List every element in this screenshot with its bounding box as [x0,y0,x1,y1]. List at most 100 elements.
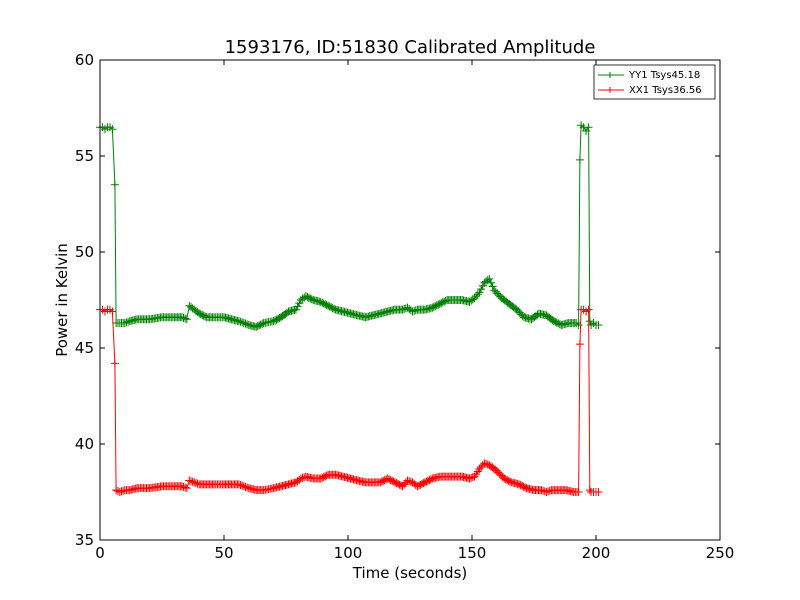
data-point-xx1-tsys36-56 [465,474,474,483]
data-point-yy1-tsys45-18 [473,290,482,299]
data-point-yy1-tsys45-18 [241,319,250,328]
data-point-xx1-tsys36-56 [405,477,414,486]
series-line-yy1-tsys45-18 [100,124,599,328]
data-point-xx1-tsys36-56 [188,477,197,486]
data-point-yy1-tsys45-18 [470,294,479,303]
data-point-yy1-tsys45-18 [295,299,304,308]
data-point-yy1-tsys45-18 [472,292,481,301]
data-point-yy1-tsys45-18 [488,282,497,291]
data-point-xx1-tsys36-56 [542,488,551,496]
data-point-xx1-tsys36-56 [477,463,486,472]
data-point-yy1-tsys45-18 [238,318,247,327]
data-point-yy1-tsys45-18 [236,317,245,326]
data-point-xx1-tsys36-56 [295,475,304,484]
data-point-xx1-tsys36-56 [585,486,594,495]
series-layer [96,121,603,496]
y-tick-label: 40 [75,435,94,453]
data-point-xx1-tsys36-56 [182,484,191,493]
data-point-xx1-tsys36-56 [467,473,476,482]
data-point-yy1-tsys45-18 [575,155,584,164]
data-point-yy1-tsys45-18 [401,304,410,313]
data-point-xx1-tsys36-56 [110,359,119,368]
data-point-yy1-tsys45-18 [181,314,190,323]
data-point-xx1-tsys36-56 [475,464,484,473]
legend-label-xx1: XX1 Tsys36.56 [629,85,702,96]
data-point-xx1-tsys36-56 [238,481,247,490]
y-tick-label: 60 [75,51,94,69]
data-point-yy1-tsys45-18 [110,180,119,189]
data-point-yy1-tsys45-18 [108,125,117,134]
data-point-xx1-tsys36-56 [186,477,195,486]
legend-marker-xx1 [607,87,613,93]
data-point-xx1-tsys36-56 [406,477,415,486]
data-point-xx1-tsys36-56 [190,478,199,487]
data-point-xx1-tsys36-56 [185,476,194,485]
legend-label-yy1: YY1 Tsys45.18 [628,70,700,81]
data-point-yy1-tsys45-18 [468,295,477,304]
data-point-xx1-tsys36-56 [117,487,126,496]
data-point-xx1-tsys36-56 [575,340,584,349]
data-point-xx1-tsys36-56 [398,482,407,491]
data-point-xx1-tsys36-56 [537,486,546,495]
legend-marker-yy1 [607,72,613,78]
series-markers-xx1-tsys36-56 [96,305,603,496]
y-tick-label: 35 [75,531,94,549]
data-point-yy1-tsys45-18 [293,302,302,311]
data-point-xx1-tsys36-56 [112,486,121,495]
data-point-xx1-tsys36-56 [234,480,243,489]
data-point-xx1-tsys36-56 [236,480,245,489]
data-point-xx1-tsys36-56 [119,486,128,495]
data-point-yy1-tsys45-18 [594,320,603,329]
y-axis: 35 40 45 50 55 60 [75,51,720,549]
data-point-yy1-tsys45-18 [177,313,186,322]
data-point-xx1-tsys36-56 [574,488,583,496]
data-point-yy1-tsys45-18 [122,318,131,327]
data-point-xx1-tsys36-56 [115,488,124,496]
data-point-yy1-tsys45-18 [120,319,129,328]
data-point-yy1-tsys45-18 [291,305,300,314]
data-point-yy1-tsys45-18 [475,288,484,297]
x-axis-label: Time (seconds) [352,564,468,582]
chart-title: 1593176, ID:51830 Calibrated Amplitude [225,37,596,58]
x-tick-label: 0 [95,544,105,562]
data-point-yy1-tsys45-18 [408,307,417,316]
data-point-xx1-tsys36-56 [108,307,117,316]
data-point-yy1-tsys45-18 [410,306,419,315]
data-point-xx1-tsys36-56 [544,487,553,496]
data-point-yy1-tsys45-18 [398,305,407,314]
series-markers-yy1-tsys45-18 [96,121,603,331]
y-tick-label: 55 [75,147,94,165]
y-tick-label: 50 [75,243,94,261]
x-tick-label: 50 [214,544,233,562]
legend-box [593,64,716,100]
y-axis-label: Power in Kelvin [53,243,71,357]
data-point-yy1-tsys45-18 [485,274,494,283]
data-point-xx1-tsys36-56 [241,482,250,491]
x-tick-label: 150 [458,544,487,562]
data-point-xx1-tsys36-56 [179,482,188,491]
data-point-xx1-tsys36-56 [403,476,412,485]
data-point-yy1-tsys45-18 [179,313,188,322]
plot-frame [99,59,721,541]
data-point-yy1-tsys45-18 [585,317,594,326]
x-tick-label: 100 [334,544,363,562]
data-point-yy1-tsys45-18 [584,123,593,132]
x-tick-label: 250 [706,544,735,562]
data-point-xx1-tsys36-56 [298,473,307,482]
data-point-xx1-tsys36-56 [468,473,477,482]
data-point-yy1-tsys45-18 [234,317,243,326]
legend: YY1 Tsys45.18 XX1 Tsys36.56 [593,64,716,100]
data-point-xx1-tsys36-56 [177,482,186,491]
data-point-xx1-tsys36-56 [296,474,305,483]
data-point-yy1-tsys45-18 [239,319,248,328]
data-point-yy1-tsys45-18 [487,278,496,287]
series-line-xx1-tsys36-56 [100,308,599,493]
data-point-xx1-tsys36-56 [400,480,409,489]
data-point-yy1-tsys45-18 [574,320,583,329]
data-point-xx1-tsys36-56 [191,479,200,488]
data-point-xx1-tsys36-56 [594,488,603,496]
data-point-yy1-tsys45-18 [182,315,191,324]
x-axis: 0 50 100 150 200 250 [95,60,734,562]
data-point-yy1-tsys45-18 [477,285,486,294]
